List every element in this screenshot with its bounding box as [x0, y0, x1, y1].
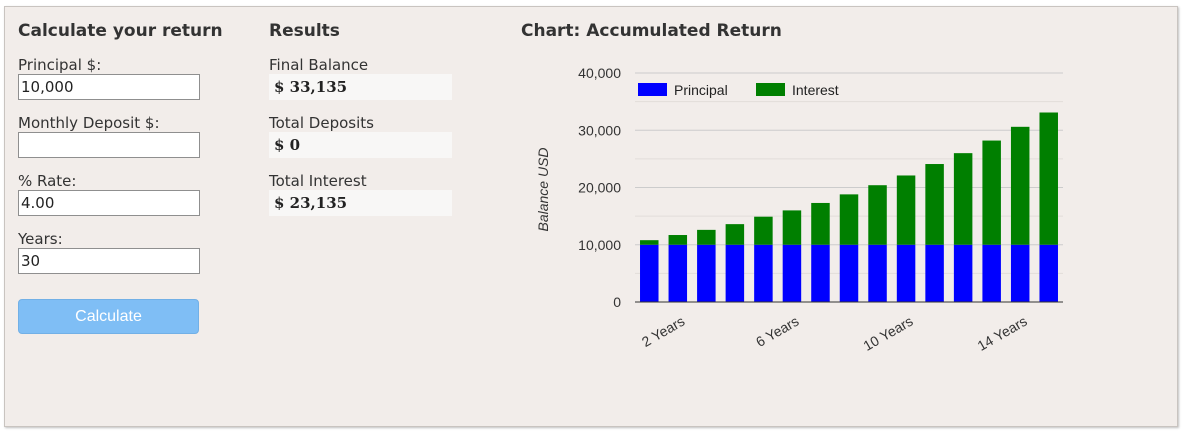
principal-bar	[953, 244, 973, 302]
y-tick-label: 40,000	[578, 65, 621, 81]
y-tick-label: 0	[613, 294, 621, 310]
total-interest-value: $ 23,135	[269, 190, 452, 216]
x-tick-label: 2 Years	[639, 313, 687, 350]
principal-bar	[1010, 244, 1030, 302]
principal-bar	[925, 244, 944, 302]
y-axis-label: Balance USD	[535, 147, 551, 231]
years-input[interactable]	[18, 248, 200, 274]
chart-heading: Chart: Accumulated Return	[521, 21, 782, 41]
interest-bar	[640, 240, 659, 245]
principal-bar	[868, 244, 887, 302]
total-deposits-label: Total Deposits	[269, 114, 374, 132]
form-heading: Calculate your return	[18, 21, 223, 41]
legend-interest-swatch	[756, 83, 785, 96]
interest-bar	[982, 140, 1001, 245]
legend-principal-label: Principal	[674, 82, 728, 98]
monthly-deposit-label: Monthly Deposit $:	[18, 114, 160, 132]
y-tick-label: 30,000	[578, 122, 621, 138]
rate-label: % Rate:	[18, 172, 77, 190]
interest-bar	[953, 153, 973, 245]
principal-bar	[896, 244, 916, 302]
x-tick-label: 10 Years	[860, 313, 915, 354]
final-balance-label: Final Balance	[269, 56, 369, 74]
x-tick-label: 14 Years	[975, 313, 1030, 354]
accumulated-return-chart: 0 10,000 20,000 30,000 40,000 Balance USD 2 Ye…	[525, 65, 1065, 369]
monthly-deposit-input[interactable]	[18, 132, 200, 158]
principal-bar	[668, 244, 688, 302]
total-deposits-value: $ 0	[269, 132, 452, 158]
principal-bar	[754, 244, 773, 302]
chart-svg: 0 10,000 20,000 30,000 40,000 Balance USD 2 Ye…	[535, 65, 1063, 354]
principal-bar	[725, 244, 745, 302]
y-tick-label: 20,000	[578, 180, 621, 196]
years-label: Years:	[18, 230, 63, 248]
rate-input[interactable]	[18, 190, 200, 216]
total-interest-label: Total Interest	[269, 172, 367, 190]
principal-bar	[1039, 244, 1058, 302]
calculator-panel: Calculate your return Principal $: Month…	[4, 6, 1178, 427]
interest-bar	[896, 175, 916, 245]
principal-bar	[811, 244, 830, 302]
interest-bar	[725, 224, 745, 245]
interest-bar	[782, 210, 802, 245]
principal-bar	[982, 244, 1001, 302]
interest-bar	[839, 194, 859, 245]
principal-input[interactable]	[18, 74, 200, 100]
interest-bar	[868, 185, 887, 245]
principal-bar	[839, 244, 859, 302]
y-tick-label: 10,000	[578, 237, 621, 253]
interest-bar	[754, 216, 773, 245]
interest-bar	[925, 164, 944, 245]
interest-bar	[811, 202, 830, 245]
interest-bar	[1010, 126, 1030, 245]
interest-bar	[668, 235, 688, 245]
interest-bar	[1039, 112, 1058, 245]
interest-bar	[697, 229, 716, 245]
x-tick-label: 6 Years	[753, 313, 801, 350]
principal-bar	[782, 244, 802, 302]
calculate-button[interactable]: Calculate	[18, 299, 199, 334]
legend-interest-label: Interest	[792, 82, 839, 98]
principal-bar	[697, 244, 716, 302]
principal-label: Principal $:	[18, 56, 102, 74]
legend-principal-swatch	[638, 83, 667, 96]
principal-bar	[640, 244, 659, 302]
results-heading: Results	[269, 21, 340, 41]
final-balance-value: $ 33,135	[269, 74, 452, 100]
